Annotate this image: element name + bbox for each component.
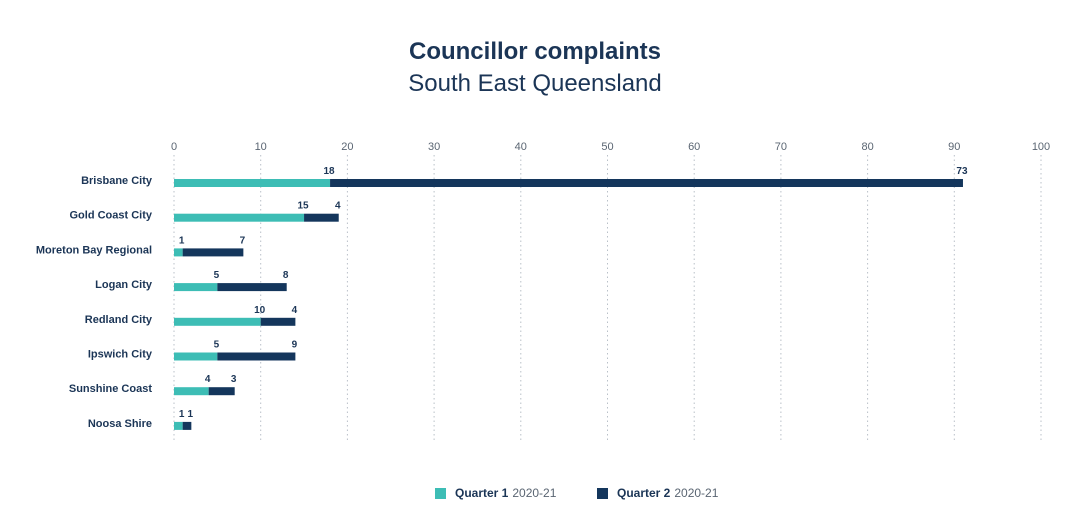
x-tick-label: 20 [341,141,353,153]
bar-quarter-2 [217,352,296,361]
x-tick-label: 100 [1032,141,1050,153]
x-tick-label: 90 [948,141,960,153]
chart-title: Councillor complaints [408,38,662,65]
data-label: 18 [323,166,335,177]
category-label: Sunshine Coast [69,383,152,395]
bar-quarter-2 [260,317,296,326]
category-label: Gold Coast City [69,210,152,222]
x-tick-label: 60 [688,141,700,153]
bar-quarter-1 [174,213,305,222]
bar-quarter-1 [174,248,183,257]
category-label: Brisbane City [81,175,153,187]
data-label: 5 [214,340,220,351]
data-label: 4 [335,201,341,212]
bar-quarter-2 [208,387,235,396]
category-label: Redland City [85,314,153,326]
category-label: Ipswich City [88,349,153,361]
category-label: Noosa Shire [88,418,152,430]
bar-quarter-1 [174,283,218,292]
legend-item-quarter-2: Quarter 2 2020-21 [597,486,718,500]
bar-quarter-1 [174,421,183,430]
data-label: 4 [205,374,211,385]
data-label: 15 [297,201,309,212]
x-tick-label: 80 [861,141,873,153]
data-label: 10 [254,305,266,316]
bar-quarter-1 [174,352,218,361]
data-label: 8 [283,270,289,281]
x-tick-label: 0 [171,141,177,153]
data-label: 7 [240,235,246,246]
bar-quarter-1 [174,387,209,396]
legend-swatch-quarter-1 [435,487,446,499]
data-label: 73 [956,166,968,177]
legend-period-quarter-1: 2020-21 [512,486,557,500]
legend-label-quarter-1: Quarter 1 [455,486,509,500]
legend-label-quarter-2: Quarter 2 [617,486,671,500]
category-label: Logan City [95,279,153,291]
bar-quarter-2 [182,248,244,257]
data-label: 5 [214,270,220,281]
legend-period-quarter-2: 2020-21 [674,486,719,500]
data-label: 1 [188,409,194,420]
data-label: 1 [179,235,185,246]
bar-quarter-2 [217,283,287,292]
data-label: 3 [231,374,237,385]
data-label: 1 [179,409,185,420]
data-label: 4 [292,305,298,316]
x-tick-label: 40 [515,141,527,153]
x-tick-label: 10 [255,141,267,153]
bar-quarter-1 [174,317,261,326]
bar-quarter-1 [174,179,331,187]
bar-quarter-2 [330,179,963,187]
legend-item-quarter-1: Quarter 1 2020-21 [435,486,556,500]
data-label: 9 [292,340,298,351]
x-tick-label: 50 [601,141,613,153]
bar-quarter-2 [182,421,192,430]
x-tick-label: 30 [428,141,440,153]
chart-subtitle: South East Queensland [408,70,662,97]
bar-quarter-2 [304,213,339,222]
legend-swatch-quarter-2 [597,487,608,499]
category-label: Moreton Bay Regional [36,244,152,256]
x-tick-label: 70 [775,141,787,153]
